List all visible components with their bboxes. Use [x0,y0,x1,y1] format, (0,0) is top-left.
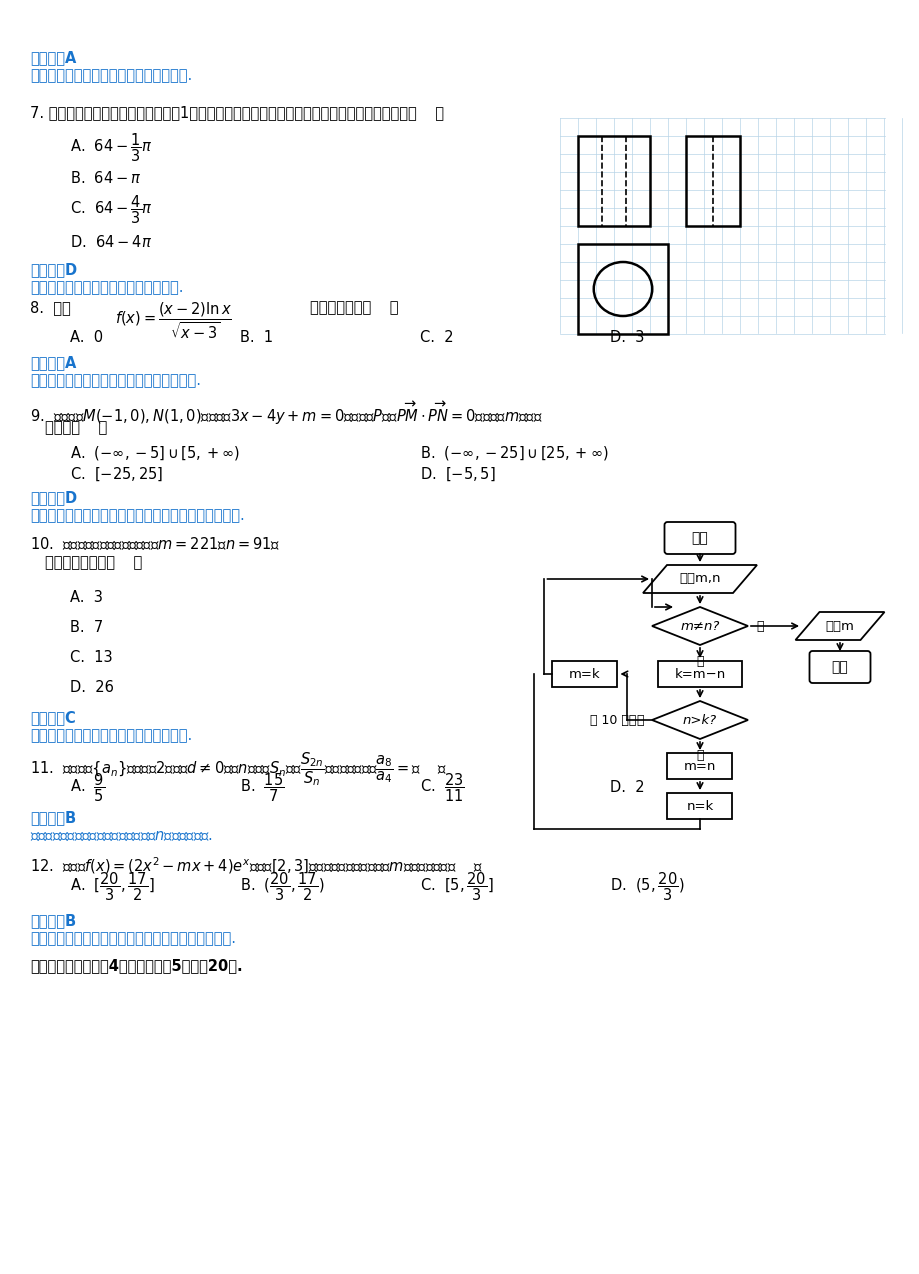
Text: 【命题意图】本题考查函数的零点，容易题.: 【命题意图】本题考查函数的零点，容易题. [30,373,200,389]
Text: 结束: 结束 [831,660,847,674]
Text: n=k: n=k [686,800,713,813]
Text: m=n: m=n [683,759,715,772]
Text: m=k: m=k [569,668,600,680]
Bar [667,792,732,819]
Text: 二、填空题：本题共4小题，每小题5分，共20分.: 二、填空题：本题共4小题，每小题5分，共20分. [30,958,243,973]
Text: A.  $(-\infty,-5]\cup[5,+\infty)$: A. $(-\infty,-5]\cup[5,+\infty)$ [70,445,240,462]
Text: 【命题意图】本题考查三视图，容易题.: 【命题意图】本题考查三视图，容易题. [30,280,183,296]
Text: 的零点个数为（    ）: 的零点个数为（ ） [310,299,398,315]
Text: D.  2: D. 2 [609,781,644,795]
Text: A.  $[\dfrac{20}{3},\dfrac{17}{2}]$: A. $[\dfrac{20}{3},\dfrac{17}{2}]$ [70,870,154,903]
Text: 否: 否 [636,713,643,726]
Bar [577,245,667,334]
Text: 输入m,n: 输入m,n [678,572,720,586]
Text: 【命题意图】本题考查直线和相关的垂直关系，中等题.: 【命题意图】本题考查直线和相关的垂直关系，中等题. [30,508,244,524]
Text: C.  $[-25,25]$: C. $[-25,25]$ [70,466,164,483]
Text: 则输出的结果是（    ）: 则输出的结果是（ ） [45,555,142,569]
Text: 【答案】C: 【答案】C [30,710,75,725]
Text: C.  2: C. 2 [420,330,453,345]
Text: D.  $[-5,5]$: D. $[-5,5]$ [420,466,495,483]
Text: 是: 是 [696,749,703,762]
Text: 12.  若函数$f(x)=(2x^2-mx+4)e^x$在区间$[2,3]$上不是单调函数，则实数$m$的取值范围是（    ）: 12. 若函数$f(x)=(2x^2-mx+4)e^x$在区间$[2,3]$上不… [30,855,482,875]
Text: 【答案】A: 【答案】A [30,355,76,369]
Bar [657,661,742,687]
FancyBboxPatch shape [664,522,734,554]
Text: 【答案】B: 【答案】B [30,810,76,826]
Text: 输出m: 输出m [824,619,854,632]
Text: 【命题意图】本题考查函数的单调性、导数，较难题.: 【命题意图】本题考查函数的单调性、导数，较难题. [30,931,236,947]
Text: C.  13: C. 13 [70,650,112,665]
Text: 【命题意图】本题考查等差数列及其前$n$项和，中等题.: 【命题意图】本题考查等差数列及其前$n$项和，中等题. [30,828,212,843]
Text: A.  3: A. 3 [70,590,103,605]
Text: B.  $64-\pi$: B. $64-\pi$ [70,169,142,186]
Text: 【答案】B: 【答案】B [30,913,76,927]
Text: B.  $(-\infty,-25]\cup[25,+\infty)$: B. $(-\infty,-25]\cup[25,+\infty)$ [420,445,608,462]
Text: B.  $\dfrac{15}{7}$: B. $\dfrac{15}{7}$ [240,772,284,804]
Text: 【命题意图】本题考查程序框图，中等题.: 【命题意图】本题考查程序框图，中等题. [30,727,192,743]
Text: B.  7: B. 7 [70,620,103,634]
Text: A.  $\dfrac{9}{5}$: A. $\dfrac{9}{5}$ [70,772,105,804]
Text: 8.  函数: 8. 函数 [30,299,75,315]
Polygon shape [642,564,756,592]
Text: m≠n?: m≠n? [679,619,719,632]
Text: 【答案】A: 【答案】A [30,50,76,65]
Text: $f(x)=\dfrac{(x-2)\ln x}{\sqrt{x-3}}$: $f(x)=\dfrac{(x-2)\ln x}{\sqrt{x-3}}$ [115,299,232,340]
Text: 9.  已知两点$M(-1,0),N(1,0)$，若直线$3x-4y+m=0$上存在点$P$满足$\overrightarrow{PM}\cdot\overri: 9. 已知两点$M(-1,0),N(1,0)$，若直线$3x-4y+m=0$上存… [30,400,542,427]
Text: 开始: 开始 [691,531,708,545]
Text: 10.  如图所示的程序框图，若输入$m=221$，$n=91$，: 10. 如图所示的程序框图，若输入$m=221$，$n=91$， [30,535,280,552]
Text: 第 10 题图: 第 10 题图 [589,713,636,727]
Text: D.  $64-4\pi$: D. $64-4\pi$ [70,234,152,250]
Text: 【答案】D: 【答案】D [30,490,77,505]
Text: B.  1: B. 1 [240,330,273,345]
Text: D.  26: D. 26 [70,680,114,696]
Bar [667,753,732,778]
Text: 7. 如图，网格纸上小正方形的边长为1，粗线画出的是某几何体的三视图，则此几何体的体积为（    ）: 7. 如图，网格纸上小正方形的边长为1，粗线画出的是某几何体的三视图，则此几何体… [30,104,444,120]
Text: C.  $64-\dfrac{4}{3}\pi$: C. $64-\dfrac{4}{3}\pi$ [70,194,153,227]
Text: 否: 否 [755,619,763,632]
FancyBboxPatch shape [809,651,869,683]
Polygon shape [652,606,747,645]
Text: A.  $64-\dfrac{1}{3}\pi$: A. $64-\dfrac{1}{3}\pi$ [70,131,153,164]
Text: A.  0: A. 0 [70,330,103,345]
Text: k=m−n: k=m−n [674,668,725,680]
Text: C.  $[5,\dfrac{20}{3}]$: C. $[5,\dfrac{20}{3}]$ [420,870,494,903]
Polygon shape [795,612,883,640]
Text: 【命题意图】本题考查几何概型，容易题.: 【命题意图】本题考查几何概型，容易题. [30,68,192,83]
Text: B.  $(\dfrac{20}{3},\dfrac{17}{2})$: B. $(\dfrac{20}{3},\dfrac{17}{2})$ [240,870,324,903]
Text: C.  $\dfrac{23}{11}$: C. $\dfrac{23}{11}$ [420,772,464,804]
Polygon shape [652,701,747,739]
Text: 范围是（    ）: 范围是（ ） [45,420,108,434]
Text: 是: 是 [696,655,703,668]
Text: D.  $(5,\dfrac{20}{3})$: D. $(5,\dfrac{20}{3})$ [609,870,684,903]
Bar [686,136,739,225]
Text: D.  3: D. 3 [609,330,643,345]
Text: n>k?: n>k? [682,713,716,726]
Bar [577,136,650,225]
Text: 【答案】D: 【答案】D [30,262,77,276]
Bar [552,661,617,687]
Text: 11.  等差数列$\{a_n\}$的首项为2，公差$d\neq0$，前$n$项和为$S_n$，若$\dfrac{S_{2n}}{S_n}$是非零常数，则$\d: 11. 等差数列$\{a_n\}$的首项为2，公差$d\neq0$，前$n$项和… [30,750,447,787]
